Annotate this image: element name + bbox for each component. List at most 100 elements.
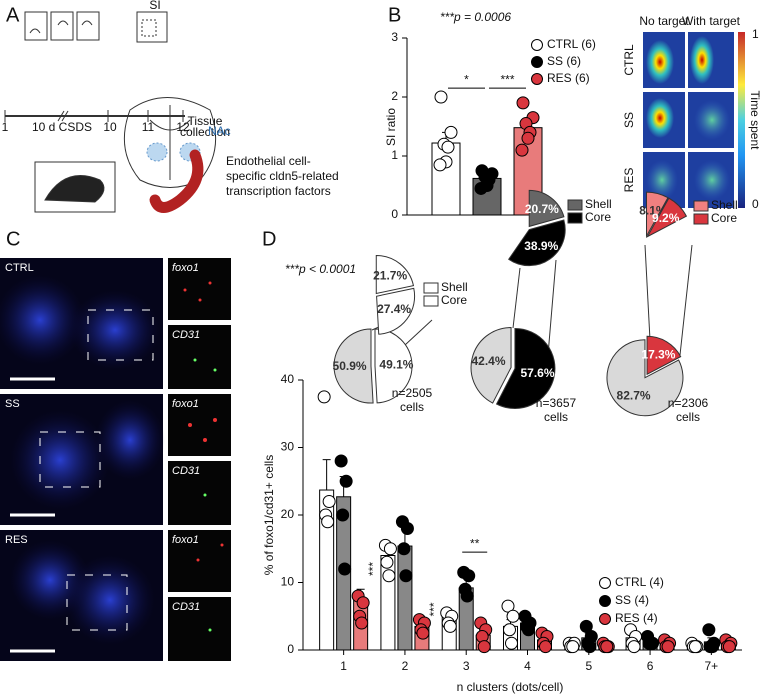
heatmap-row: CTRL (622, 44, 636, 76)
pie-label: 21.7% (373, 269, 407, 283)
pie-label: 42.4% (471, 354, 505, 368)
group-label: CTRL (5, 262, 34, 274)
data-point (460, 589, 474, 603)
pie-caption: n=2306 (668, 396, 709, 410)
significance: ** (470, 536, 480, 550)
data-point (397, 542, 411, 556)
y-tick-label: 3 (391, 30, 398, 44)
timeline-label: 11 (142, 120, 155, 134)
data-point (522, 623, 535, 637)
x-tick-label: 4 (524, 659, 531, 673)
y-axis-label: % of foxo1/cd31+ cells (262, 455, 276, 575)
data-point (321, 515, 335, 529)
heatmap-column: With target (682, 14, 741, 28)
data-point (722, 640, 736, 654)
legend-marker (599, 595, 611, 607)
panel-label: B (388, 4, 401, 26)
data-point (444, 125, 458, 139)
pie-label: 27.4% (377, 302, 411, 316)
data-point (474, 181, 488, 195)
data-point (443, 619, 457, 633)
data-point (506, 609, 520, 623)
significance: *** (427, 602, 441, 616)
chart-title: ***p = 0.0006 (440, 10, 511, 24)
legend-swatch (693, 200, 709, 212)
caption: specific cldn5-related (226, 169, 339, 183)
y-tick-label: 20 (281, 507, 295, 521)
data-point (380, 555, 394, 569)
y-tick-label: 0 (391, 207, 398, 221)
pie-label: 49.1% (379, 358, 413, 372)
data-point (644, 636, 658, 650)
heatmap-column: No target (639, 14, 689, 28)
legend-label: Shell (585, 197, 612, 211)
data-point (477, 640, 491, 654)
data-point (322, 495, 336, 508)
timeline-label: collection (180, 125, 230, 139)
timeline-label: 1 (2, 120, 9, 134)
pie-slice (646, 197, 688, 238)
channel-label: CD31 (172, 465, 200, 477)
heatmap-row: SS (622, 112, 636, 128)
data-point (705, 640, 719, 654)
pie-caption: n=2505 (392, 386, 433, 400)
legend-label: CTRL (4) (615, 575, 664, 589)
legend-marker (531, 73, 543, 85)
pie-slice (528, 189, 565, 228)
x-tick-label: 2 (402, 659, 409, 673)
microscopy (0, 258, 231, 661)
channel-label: CD31 (172, 601, 200, 613)
data-point (383, 542, 397, 556)
data-point (356, 596, 370, 610)
data-point (441, 140, 455, 154)
data-point (399, 569, 413, 583)
data-point (702, 623, 716, 637)
legend-swatch (693, 213, 709, 225)
pie-slice (333, 328, 374, 404)
x-tick-label: 7+ (705, 659, 719, 673)
pie-connectors (371, 244, 693, 356)
significance: *** (366, 562, 380, 576)
legend-label: Core (711, 211, 737, 225)
panel-label: D (262, 228, 276, 250)
legend-label: SS (6) (547, 54, 581, 68)
pie-caption: n=3657 (536, 396, 577, 410)
legend-swatch (423, 282, 439, 294)
pie-caption: cells (544, 410, 568, 424)
heatmap-row: RES (622, 168, 636, 193)
pie-label: 9.2% (652, 211, 680, 225)
data-point (688, 640, 702, 654)
data-point (516, 96, 530, 110)
region-label: NAc (208, 124, 231, 138)
caption: Endothelial cell- (226, 154, 311, 168)
pie-caption: cells (676, 410, 700, 424)
data-point (627, 640, 641, 654)
data-point (416, 626, 430, 640)
caption: transcription factors (226, 184, 331, 198)
y-tick-label: 10 (281, 575, 295, 589)
data-point (434, 90, 448, 104)
x-tick-label: 6 (647, 659, 654, 673)
x-axis-label: n clusters (dots/cell) (457, 680, 564, 694)
legend-swatch (567, 199, 583, 211)
data-point (433, 158, 447, 172)
group-label: RES (5, 534, 28, 546)
bar (397, 545, 413, 651)
legend-swatch (423, 295, 439, 307)
legend-swatch (567, 212, 583, 224)
colorbar-tick: 0 (752, 197, 759, 211)
legend-label: SS (4) (615, 593, 649, 607)
pie-label: 57.6% (520, 366, 554, 380)
legend-marker (599, 577, 611, 589)
data-point (336, 508, 350, 522)
data-point (355, 616, 369, 630)
timeline-label: 10 (103, 120, 117, 134)
y-tick-label: 2 (391, 89, 398, 103)
pie-label: 50.9% (333, 359, 367, 373)
x-tick-label: 1 (340, 659, 347, 673)
data-point (503, 623, 516, 637)
timeline-label: Tissue (188, 114, 223, 128)
legend-label: Core (585, 210, 611, 224)
pie-slice (470, 327, 512, 404)
data-point (566, 640, 580, 654)
